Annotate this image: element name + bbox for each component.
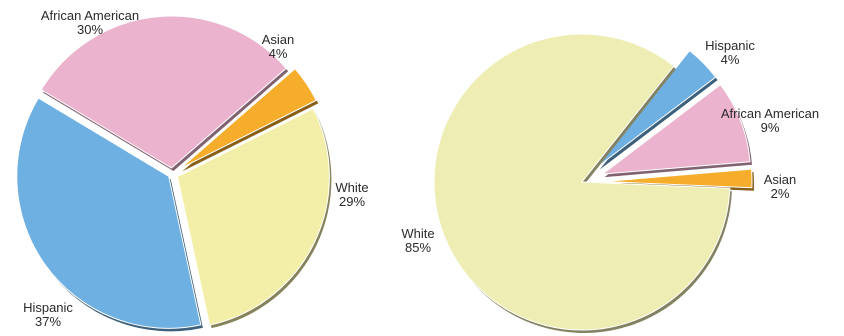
slice-percent: 85% <box>405 240 431 255</box>
slice-percent: 29% <box>339 194 365 209</box>
slice-percent: 30% <box>77 22 103 37</box>
pie-1-slice-hispanic <box>16 97 202 329</box>
slice-percent: 9% <box>761 120 780 135</box>
pie-1-slice-african-american <box>40 15 287 169</box>
pie-2-slice-hispanic <box>597 49 717 168</box>
slice-percent: 4% <box>269 46 288 61</box>
pie-2-label-african-american: African American 9% <box>721 106 819 135</box>
slice-name: White <box>401 226 434 241</box>
slice-percent: 37% <box>35 314 61 329</box>
pie-1-label-asian: Asian 4% <box>262 32 295 61</box>
pie-2-slice-african-american <box>600 83 751 175</box>
pie-1-slice-white <box>176 107 330 326</box>
pie-2-label-white: White 85% <box>401 226 434 255</box>
pie-chart-1: African American 30% Asian 4% White 29% Hispan… <box>16 8 369 332</box>
pie-1-label-hispanic: Hispanic 37% <box>23 300 73 329</box>
slice-name: White <box>335 180 368 195</box>
pie-chart-2: Hispanic 4% African American 9% Asian 2% White… <box>401 33 819 333</box>
slice-name: Hispanic <box>23 300 73 315</box>
slice-percent: 4% <box>721 52 740 67</box>
pie-1-label-white: White 29% <box>335 180 368 209</box>
slice-percent: 2% <box>771 186 790 201</box>
pie-2-slice-white <box>433 33 731 331</box>
pie-2-slice-asian <box>603 168 753 189</box>
pie-2-label-hispanic: Hispanic 4% <box>705 38 755 67</box>
slice-name: Hispanic <box>705 38 755 53</box>
slice-name: Asian <box>764 172 797 187</box>
slice-name: African American <box>721 106 819 121</box>
pie-1-slice-asian <box>179 68 317 169</box>
pie-2-label-asian: Asian 2% <box>764 172 797 201</box>
pie-1-label-african-american: African American 30% <box>41 8 139 37</box>
slice-name: Asian <box>262 32 295 47</box>
slice-name: African American <box>41 8 139 23</box>
